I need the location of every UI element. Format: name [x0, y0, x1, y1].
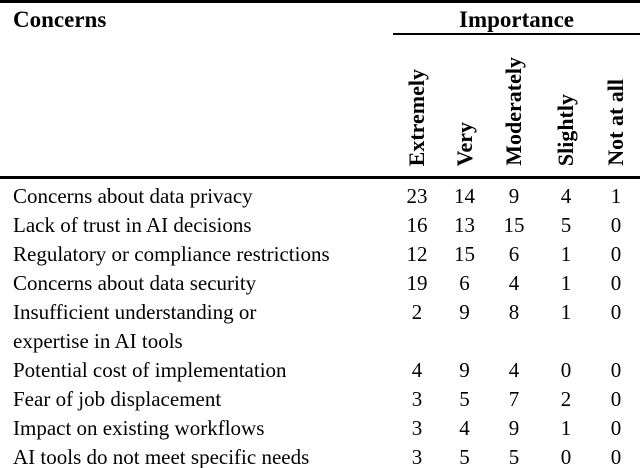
rotated-label: Extremely	[404, 68, 429, 166]
row-label: Lack of trust in AI decisions	[13, 213, 252, 237]
column-header-very: Very	[441, 34, 488, 179]
table-row: Concerns about data privacy 23 14 9 4 1	[0, 178, 640, 212]
cell-value: 14	[454, 184, 475, 208]
cell-value: 0	[610, 271, 622, 295]
cell-value: 0	[610, 358, 622, 382]
cell-value: 3	[411, 445, 423, 468]
row-label: Impact on existing workflows	[13, 416, 265, 440]
table-row: Potential cost of implementation 4 9 4 0…	[0, 356, 640, 385]
cell-value: 4	[411, 358, 423, 382]
cell-value: 9	[508, 416, 520, 440]
cell-value: 4	[560, 184, 572, 208]
cell-value: 3	[411, 387, 423, 411]
cell-value: 15	[454, 242, 475, 266]
row-label: Concerns about data security	[13, 271, 257, 295]
cell-value: 0	[610, 213, 622, 237]
column-header-moderately: Moderately	[488, 34, 540, 179]
table-row: Concerns about data security 19 6 4 1 0	[0, 269, 640, 298]
table-row: Insufficient understanding or expertise …	[0, 298, 640, 356]
rotated-label: Moderately	[501, 57, 526, 166]
cell-value: 6	[459, 271, 470, 295]
header-spacer-cell	[0, 34, 393, 179]
cell-value: 4	[508, 271, 520, 295]
cell-value: 2	[411, 300, 423, 324]
cell-value: 0	[610, 387, 622, 411]
cell-value: 9	[459, 358, 470, 382]
table-row: Impact on existing workflows 3 4 9 1 0	[0, 414, 640, 443]
cell-value: 0	[610, 242, 622, 266]
cell-value: 9	[508, 184, 520, 208]
cell-value: 23	[406, 184, 428, 208]
table-row: AI tools do not meet specific needs 3 5 …	[0, 443, 640, 468]
cell-value: 0	[610, 416, 622, 440]
cell-value: 0	[560, 445, 572, 468]
column-header-concerns: Concerns	[13, 7, 107, 32]
cell-value: 4	[459, 416, 470, 440]
cell-value: 1	[560, 416, 572, 440]
row-label: Insufficient understanding or expertise …	[13, 300, 257, 353]
row-label: Concerns about data privacy	[13, 184, 253, 208]
row-label: Potential cost of implementation	[13, 358, 287, 382]
cell-value: 7	[508, 387, 520, 411]
rotated-header-row: Extremely Very Moderately Slightly Not a…	[0, 34, 640, 179]
column-group-header-importance: Importance	[393, 1, 640, 35]
cell-value: 5	[560, 213, 572, 237]
group-header-row: Concerns Importance	[0, 1, 640, 35]
cell-value: 1	[560, 242, 572, 266]
cell-value: 19	[406, 271, 428, 295]
cell-value: 9	[459, 300, 470, 324]
column-header-slightly: Slightly	[540, 34, 592, 179]
cell-value: 16	[406, 213, 428, 237]
cell-value: 5	[459, 387, 470, 411]
cell-value: 1	[610, 184, 622, 208]
cell-value: 0	[560, 358, 572, 382]
rotated-label: Not at all	[603, 79, 629, 166]
cell-value: 1	[560, 271, 572, 295]
cell-value: 4	[508, 358, 520, 382]
cell-value: 13	[454, 213, 475, 237]
cell-value: 2	[560, 387, 572, 411]
row-label: Fear of job displacement	[13, 387, 222, 411]
row-label: Regulatory or compliance restrictions	[13, 242, 330, 266]
cell-value: 5	[508, 445, 520, 468]
cell-value: 3	[411, 416, 423, 440]
cell-value: 1	[560, 300, 572, 324]
column-header-not-at-all: Not at all	[592, 34, 640, 179]
cell-value: 0	[610, 445, 622, 468]
row-label: AI tools do not meet specific needs	[13, 445, 310, 468]
rotated-label: Very	[451, 121, 477, 166]
cell-value: 12	[406, 242, 428, 266]
cell-value: 5	[459, 445, 470, 468]
table-row: Fear of job displacement 3 5 7 2 0	[0, 385, 640, 414]
cell-value: 6	[508, 242, 520, 266]
cell-value: 15	[503, 213, 525, 237]
table-row: Lack of trust in AI decisions 16 13 15 5…	[0, 211, 640, 240]
cell-value: 8	[508, 300, 520, 324]
rotated-label: Slightly	[553, 93, 578, 166]
cell-value: 0	[610, 300, 622, 324]
column-header-extremely: Extremely	[393, 34, 441, 179]
table-row: Regulatory or compliance restrictions 12…	[0, 240, 640, 269]
